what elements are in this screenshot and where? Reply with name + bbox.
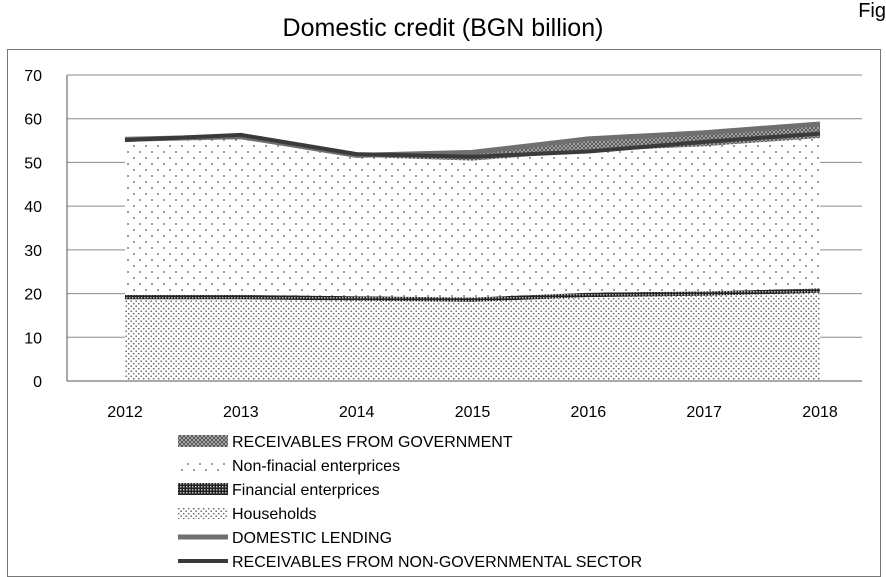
- y-tick-label: 30: [24, 243, 42, 260]
- legend-label: RECEIVABLES FROM GOVERNMENT: [232, 434, 513, 451]
- legend-swatch-non-financial: [178, 459, 228, 471]
- y-tick-label: 20: [24, 287, 42, 304]
- non-financial-enterprises-area: [125, 137, 820, 298]
- y-tick-label: 50: [24, 155, 42, 172]
- legend-label: Financial enterprices: [232, 482, 380, 499]
- x-tick-label: 2015: [455, 404, 491, 421]
- legend-label: Non-finacial enterprices: [232, 458, 400, 475]
- financial-enterprises-area: [125, 288, 820, 302]
- receivables-non-governmental-line: [124, 131, 821, 159]
- y-tick-label: 40: [24, 199, 42, 216]
- y-tick-label: 70: [24, 68, 42, 85]
- y-tick-label: 60: [24, 112, 42, 129]
- x-tick-label: 2013: [223, 404, 259, 421]
- y-tick-label: 10: [24, 330, 42, 347]
- x-tick-label: 2018: [802, 404, 838, 421]
- households-area: [125, 292, 820, 381]
- x-tick-label: 2014: [339, 404, 375, 421]
- legend-label: Households: [232, 506, 317, 523]
- legend-label: RECEIVABLES FROM NON-GOVERNMENTAL SECTOR: [232, 554, 642, 571]
- legend-swatch-households: [178, 507, 228, 519]
- x-tick-label: 2012: [107, 404, 143, 421]
- legend-label: DOMESTIC LENDING: [232, 530, 392, 547]
- legend-swatch-financial: [178, 483, 228, 495]
- x-tick-label: 2016: [571, 404, 607, 421]
- chart-title: Domestic credit (BGN billion): [282, 14, 604, 42]
- figure-label: Fig: [858, 0, 886, 22]
- x-tick-label: 2017: [686, 404, 722, 421]
- legend-swatch-government: [178, 435, 228, 447]
- y-tick-label: 0: [33, 374, 42, 391]
